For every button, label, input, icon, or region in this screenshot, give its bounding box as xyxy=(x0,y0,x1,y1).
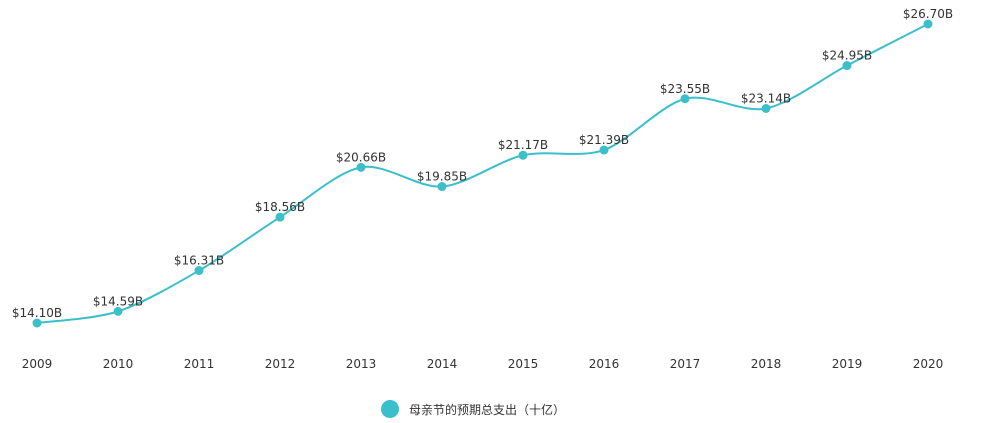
x-tick-label: 2010 xyxy=(103,357,134,371)
data-point[interactable] xyxy=(356,162,366,172)
data-point[interactable] xyxy=(275,212,285,222)
x-tick-label: 2016 xyxy=(589,357,620,371)
line-layer xyxy=(36,23,929,324)
x-tick-label: 2015 xyxy=(508,357,539,371)
data-label: $19.85B xyxy=(417,170,467,184)
x-tick-label: 2019 xyxy=(832,357,863,371)
points-layer xyxy=(32,19,933,328)
legend-marker xyxy=(381,400,399,418)
data-label: $23.14B xyxy=(741,91,791,105)
data-label: $14.59B xyxy=(93,294,143,308)
data-point[interactable] xyxy=(842,61,852,71)
x-tick-label: 2009 xyxy=(22,357,53,371)
x-tick-label: 2017 xyxy=(670,357,701,371)
data-point[interactable] xyxy=(923,19,933,29)
data-point[interactable] xyxy=(680,94,690,104)
x-tick-label: 2012 xyxy=(265,357,296,371)
data-label: $18.56B xyxy=(255,200,305,214)
legend-label: 母亲节的预期总支出（十亿） xyxy=(409,402,565,417)
x-tick-label: 2020 xyxy=(913,357,944,371)
data-point[interactable] xyxy=(599,145,609,155)
data-label: $21.39B xyxy=(579,133,629,147)
data-label: $21.17B xyxy=(498,138,548,152)
data-labels: $14.10B $14.59B $16.31B $18.56B $20.66B $19.8… xyxy=(12,7,953,320)
data-point[interactable] xyxy=(32,318,42,328)
data-label: $14.10B xyxy=(12,306,62,320)
data-label: $16.31B xyxy=(174,254,224,268)
data-point[interactable] xyxy=(194,266,204,276)
data-label: $26.70B xyxy=(903,7,953,21)
data-point[interactable] xyxy=(518,150,528,160)
legend[interactable]: 母亲节的预期总支出（十亿） xyxy=(381,400,565,418)
x-tick-label: 2013 xyxy=(346,357,377,371)
x-tick-label: 2018 xyxy=(751,357,782,371)
data-point[interactable] xyxy=(113,306,123,316)
data-point[interactable] xyxy=(761,103,771,113)
data-point[interactable] xyxy=(437,182,447,192)
x-tick-label: 2011 xyxy=(184,357,215,371)
data-label: $23.55B xyxy=(660,82,710,96)
x-axis: 2009 2010 2011 2012 2013 2014 2015 2016 2017 2018… xyxy=(22,357,944,371)
series-line xyxy=(36,23,929,324)
data-label: $24.95B xyxy=(822,49,872,63)
x-tick-label: 2014 xyxy=(427,357,458,371)
data-label: $20.66B xyxy=(336,150,386,164)
